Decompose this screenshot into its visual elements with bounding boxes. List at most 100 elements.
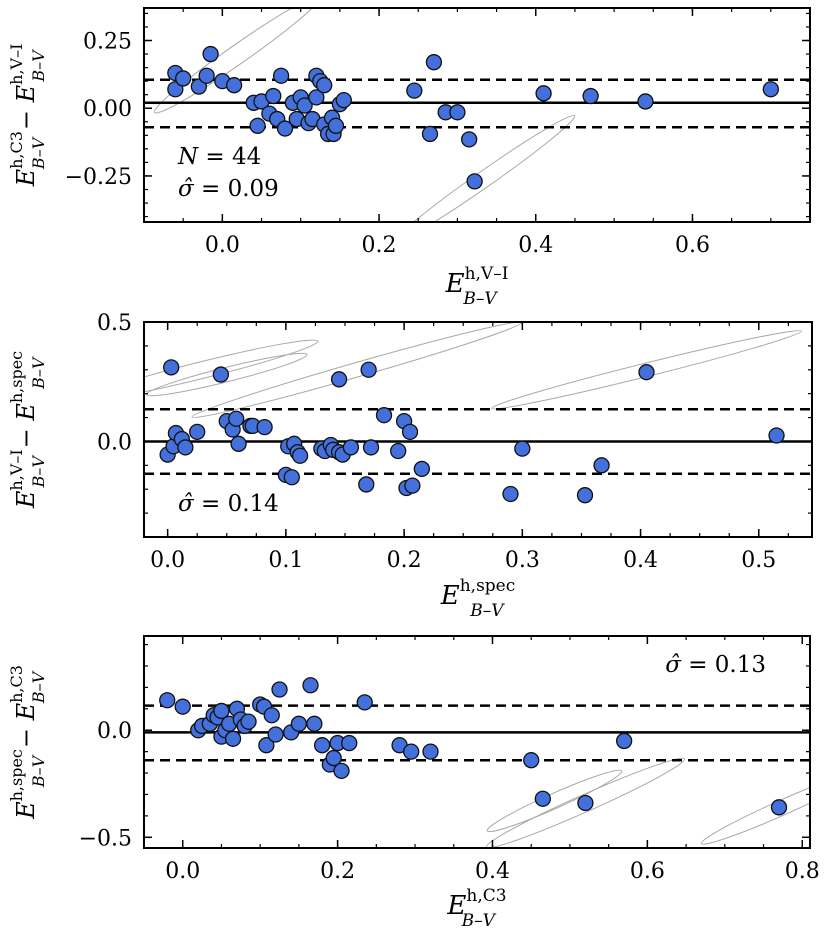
panel-1-point-38 [461, 131, 478, 148]
panel-3-point-24 [302, 677, 319, 694]
panel-1-x-tick-label: 0.2 [362, 233, 397, 258]
panel-2-annotation-0: σ̂ = 0.14 [178, 491, 279, 517]
panel-2-point-9 [177, 439, 194, 456]
panel-2-point-30 [342, 439, 360, 456]
panel-1-y-tick-label: 0.00 [83, 97, 132, 122]
panel-1-point-9 [249, 117, 266, 134]
panel-1-point-5 [202, 45, 219, 63]
panel-1-point-32 [335, 91, 352, 109]
panel-2-x-tick-label: 0.2 [387, 548, 422, 573]
panel-3-point-38 [577, 794, 594, 812]
panel-3-annotation-0: σ̂ = 0.13 [665, 652, 766, 678]
panel-2-point-34 [390, 442, 407, 460]
panel-1-point-41 [582, 87, 599, 105]
panel-3-x-tick-label: 0.8 [785, 859, 820, 884]
panel-2-point-31 [358, 476, 375, 493]
panel-2-point-37 [401, 423, 419, 441]
panel-1-point-14 [272, 67, 290, 84]
panel-1-point-42 [637, 93, 654, 110]
panel-1-point-12 [265, 87, 282, 105]
panel-1-annotation-0: N = 44 [177, 144, 261, 170]
panel-3-x-tick-label: 0.2 [320, 859, 355, 884]
panel-3-point-32 [356, 694, 373, 711]
panel-2-point-42 [576, 487, 594, 504]
panel-2-point-4 [638, 364, 655, 381]
panel-3-point-23 [290, 715, 308, 732]
panel-3-frame [143, 635, 811, 849]
panel-3-point-25 [306, 715, 323, 732]
panel-1-y-axis-label: Eh,C3 B–V − Eh,V–I B–V [7, 44, 48, 188]
panel-3-point-26 [313, 737, 331, 754]
panel-3-point-18 [258, 737, 275, 754]
panel-3-point-28 [325, 749, 342, 767]
panel-3-point-35 [422, 743, 439, 760]
panel-2-y-tick-label: 0.0 [97, 430, 132, 455]
panel-1-point-34 [421, 125, 439, 143]
panel-3-point-30 [333, 762, 350, 780]
panel-2-point-17 [256, 418, 273, 436]
panel-2-point-23 [291, 447, 309, 464]
panel-1-point-30 [327, 117, 345, 134]
panel-3-x-tick-label: 0.6 [630, 859, 665, 884]
panel-3-point-39 [615, 732, 633, 750]
panel-2-point-14 [230, 435, 247, 452]
panel-3-point-1 [174, 698, 191, 715]
panel-3-point-40 [770, 799, 788, 816]
panel-2-point-3 [360, 361, 377, 378]
panel-3-point-31 [341, 734, 358, 752]
panel-1-y-tick-label: −0.25 [65, 165, 132, 190]
panel-3-point-15 [240, 713, 257, 730]
panel-1-ellipse-0 [153, 8, 323, 114]
panel-1-ellipse-1 [394, 114, 576, 222]
panel-2-x-tick-label: 0.1 [268, 548, 303, 573]
panel-1-point-43 [762, 81, 779, 98]
panel-2-x-tick-label: 0.0 [150, 548, 185, 573]
panel-3-point-34 [403, 743, 420, 760]
panel-3-y-axis-label: Eh,spec B–V − Eh,C3 B–V [7, 665, 48, 820]
panel-1-point-40 [535, 85, 552, 102]
panel-2-point-40 [502, 485, 519, 503]
panel-1-point-0 [167, 81, 184, 98]
panel-1-point-37 [449, 104, 466, 121]
panel-1-point-15 [276, 120, 294, 137]
panel-1-x-axis-label: Eh,V–I B–V [445, 264, 509, 309]
panel-2-point-1 [212, 366, 229, 383]
panel-1-frame [143, 7, 811, 223]
panel-1-annotation-1: σ̂ = 0.09 [178, 176, 279, 202]
panel-3-point-20 [267, 726, 284, 743]
panel-2-point-32 [362, 439, 380, 456]
panel-3-point-8 [213, 702, 230, 720]
panel-2-point-13 [228, 410, 245, 427]
panel-2: 0.0 0.1 0.2 0.3 0.4 0.5 0.0 0.5 σ̂ = 0.14 Eh,spec… [7, 311, 813, 621]
panel-3-point-11 [224, 730, 242, 747]
panel-3-x-axis-label: Eh,C3 B–V [446, 886, 506, 931]
panel-2-point-39 [413, 460, 430, 478]
panel-1-x-tick-label: 0.0 [205, 233, 240, 258]
panel-2-point-20 [283, 469, 300, 486]
panel-1: 0.0 0.2 0.4 0.6 −0.25 0.00 0.25 N = 44 σ̂ = 0.09… [7, 7, 811, 309]
panel-3-ellipse-0 [486, 769, 623, 833]
panel-2-ellipse-2 [191, 322, 523, 419]
panel-2-x-tick-label: 0.4 [623, 548, 658, 573]
panel-3-point-0 [159, 692, 176, 709]
panel-2-point-2 [330, 371, 348, 388]
panel-1-point-33 [406, 82, 423, 99]
panel-1-point-4 [198, 67, 215, 84]
panel-3-point-36 [523, 752, 540, 769]
panel-1-x-tick-label: 0.6 [675, 233, 710, 258]
panel-2-y-tick-label: 0.5 [97, 311, 132, 336]
panel-1-point-7 [225, 77, 243, 94]
panel-2-frame [143, 321, 813, 538]
panel-1-y-tick-label: 0.25 [83, 30, 132, 55]
panel-2-point-38 [404, 477, 421, 494]
panel-3-point-21 [271, 681, 288, 698]
panel-2-ellipse-0 [144, 339, 319, 401]
panel-3-point-19 [263, 707, 280, 724]
panel-1-point-39 [466, 173, 483, 190]
panel-2-point-33 [375, 407, 393, 424]
panel-2-point-41 [514, 440, 531, 457]
panel-2-y-axis-label: Eh,V–I B–V − Eh,spec B–V [7, 351, 48, 509]
panel-2-x-axis-label: Eh,spec B–V [440, 576, 516, 621]
panel-1-point-23 [308, 89, 325, 106]
